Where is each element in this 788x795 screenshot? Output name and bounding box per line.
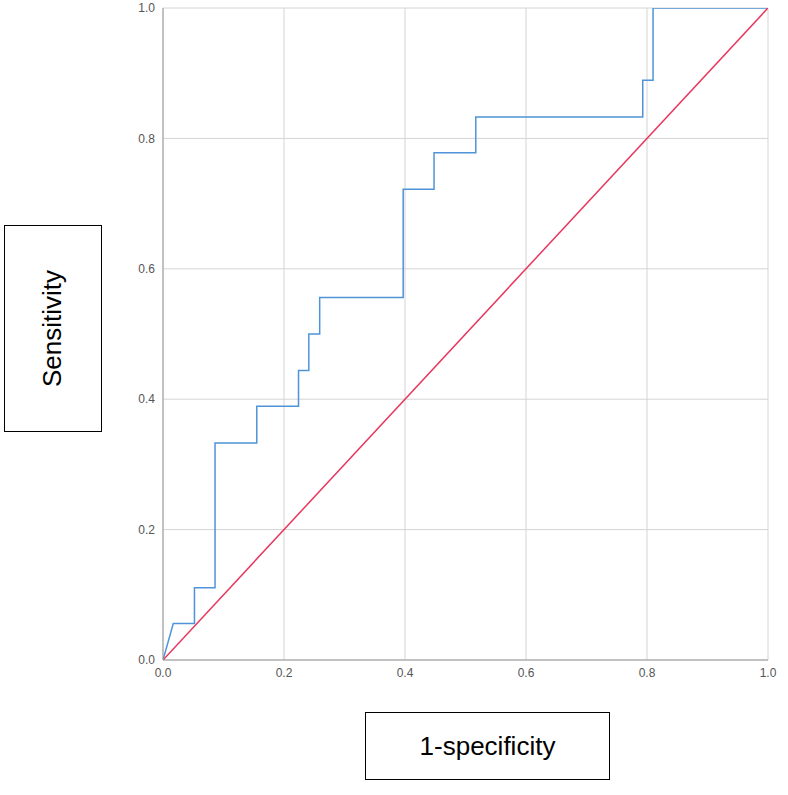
svg-text:0.8: 0.8 (138, 132, 155, 146)
html-text:Sensitivity: Sensitivity (37, 270, 68, 387)
svg-text:1.0: 1.0 (138, 1, 155, 15)
svg-text:0.8: 0.8 (639, 666, 656, 680)
svg-text:0.6: 0.6 (518, 666, 535, 680)
html-text:1-specificity: 1-specificity (419, 730, 556, 761)
svg-text:1.0: 1.0 (760, 666, 777, 680)
svg-text:0.2: 0.2 (138, 523, 155, 537)
svg-text:0.4: 0.4 (397, 666, 414, 680)
svg-text:0.2: 0.2 (276, 666, 293, 680)
svg-text:0.4: 0.4 (138, 392, 155, 406)
svg-text:0.6: 0.6 (138, 262, 155, 276)
svg-text:0.0: 0.0 (138, 653, 155, 667)
svg-text:0.0: 0.0 (155, 666, 172, 680)
